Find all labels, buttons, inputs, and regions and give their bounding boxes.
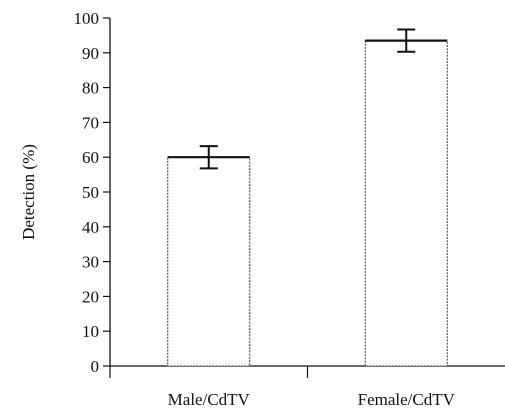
y-tick-label: 70 (82, 113, 99, 132)
y-tick-label: 30 (82, 253, 99, 272)
x-axis: Male/CdTV Female/CdTV (109, 365, 505, 409)
y-tick-label: 50 (82, 183, 99, 202)
y-tick-label: 60 (82, 148, 99, 167)
y-tick-label: 10 (82, 322, 99, 341)
bar (167, 156, 251, 367)
y-tick-label: 80 (82, 79, 99, 98)
x-category-label: Male/CdTV (168, 390, 251, 409)
y-tick-label: 20 (82, 287, 99, 306)
y-tick-label: 100 (74, 9, 100, 28)
error-bars (199, 28, 416, 170)
y-tick-label: 90 (82, 44, 99, 63)
y-tick-label: 0 (91, 357, 100, 376)
y-tick-label: 40 (82, 218, 99, 237)
bars (167, 39, 448, 367)
y-axis-title: Detection (%) (19, 144, 38, 240)
x-category-label: Female/CdTV (358, 390, 456, 409)
y-axis: 0 10 20 30 40 50 60 70 80 90 100 (74, 9, 111, 376)
bar (364, 40, 448, 367)
